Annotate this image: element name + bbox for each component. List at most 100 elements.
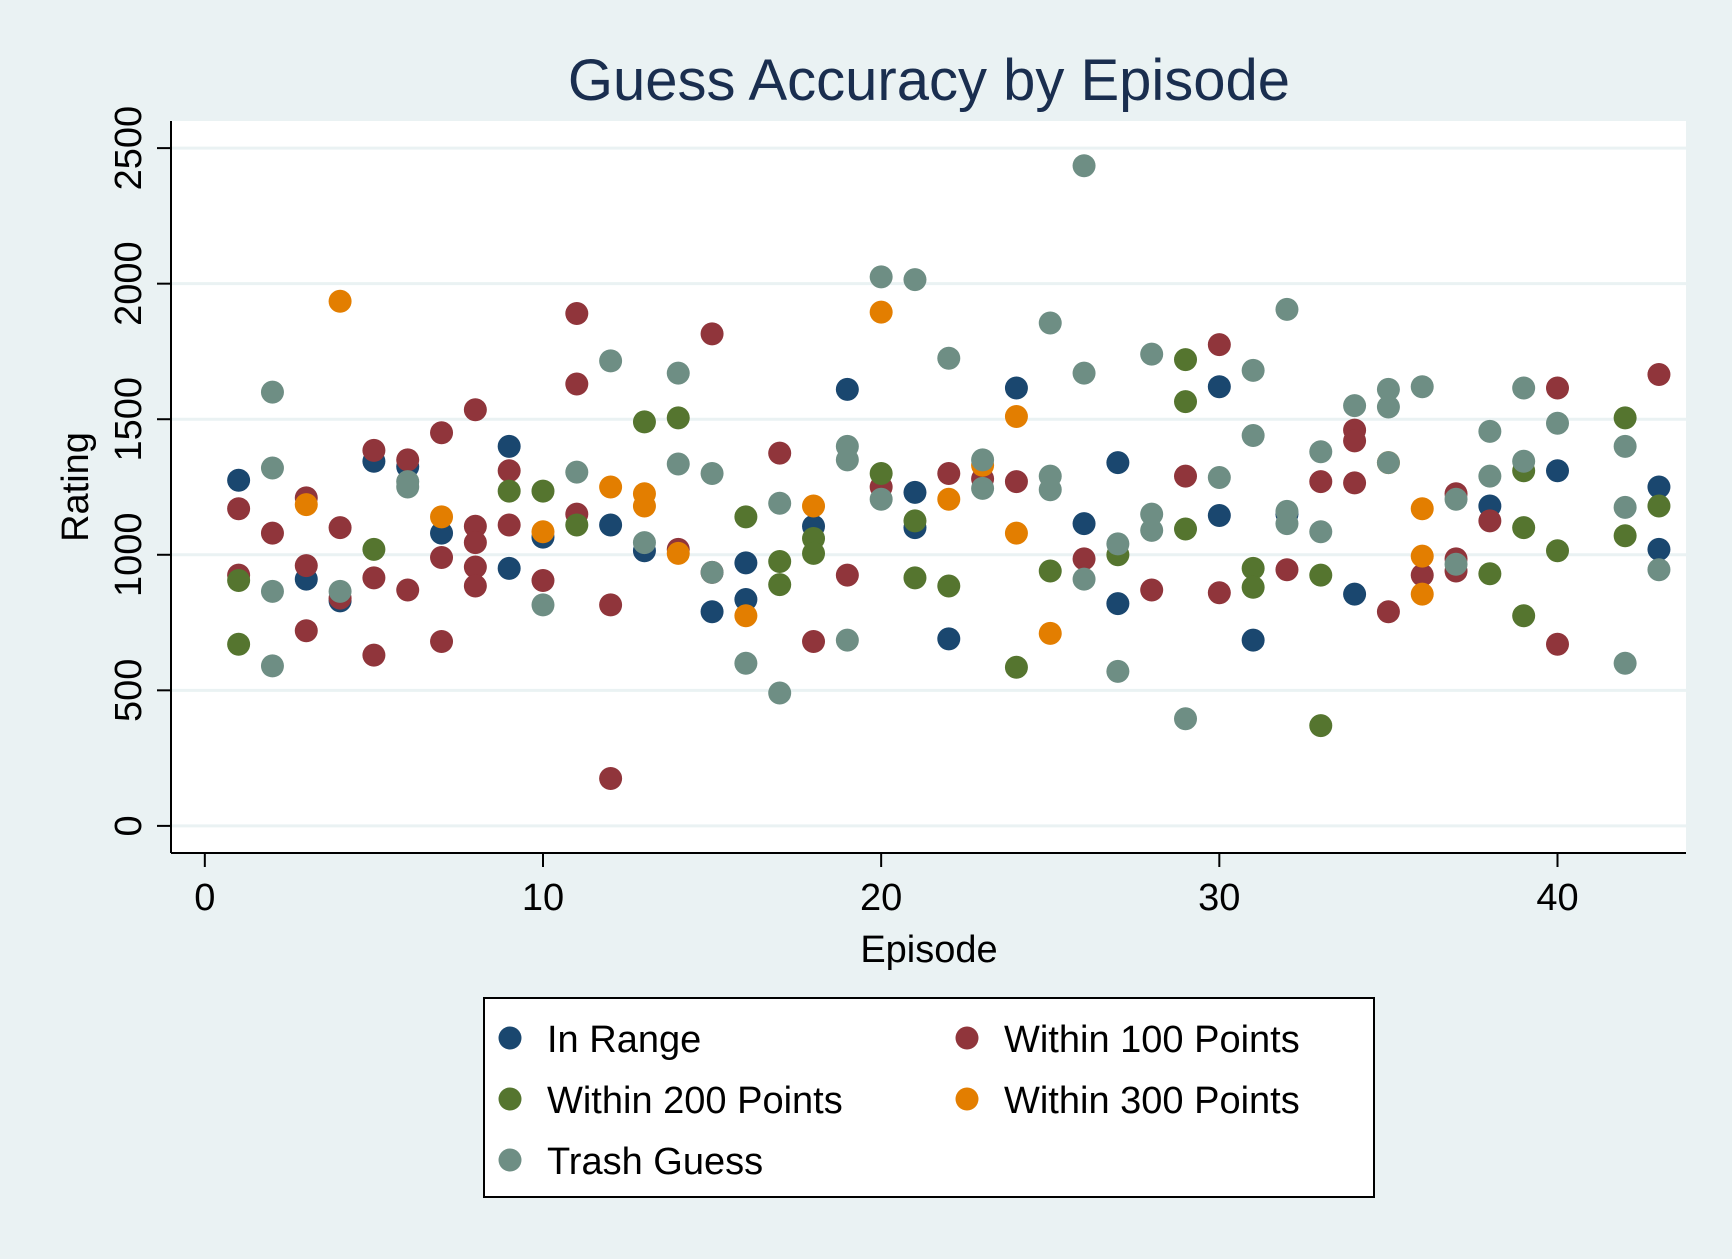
data-point — [1309, 563, 1333, 587]
data-point — [531, 569, 555, 593]
data-point — [1072, 154, 1096, 178]
data-point — [430, 521, 454, 545]
data-point — [430, 630, 454, 654]
series-3 — [294, 289, 1434, 645]
data-point — [632, 410, 656, 434]
data-point — [1545, 539, 1569, 563]
legend: In Range Within 100 Points Within 200 Poin… — [498, 1019, 1300, 1183]
legend-item: Within 200 Points — [498, 1080, 843, 1122]
y-tick-label: 500 — [108, 659, 150, 722]
data-point — [1545, 376, 1569, 400]
data-point — [835, 563, 859, 587]
data-point — [1106, 592, 1130, 616]
data-point — [362, 566, 386, 590]
data-point — [1106, 451, 1130, 475]
data-point — [531, 479, 555, 503]
data-point — [1512, 516, 1536, 540]
data-points — [227, 154, 1671, 790]
data-point — [1241, 575, 1265, 599]
data-point — [1512, 449, 1536, 473]
data-point — [497, 556, 521, 580]
data-point — [1309, 440, 1333, 464]
data-point — [1376, 377, 1400, 401]
data-point — [835, 448, 859, 472]
data-point — [565, 460, 589, 484]
data-point — [294, 619, 318, 643]
data-point — [565, 301, 589, 325]
legend-label: Within 200 Points — [547, 1080, 843, 1122]
data-point — [1038, 621, 1062, 645]
data-point — [1207, 333, 1231, 357]
data-point — [937, 487, 961, 511]
data-point — [294, 493, 318, 517]
data-point — [1072, 512, 1096, 536]
x-tick-label: 20 — [860, 877, 902, 919]
data-point — [734, 551, 758, 575]
data-point — [1478, 562, 1502, 586]
data-point — [362, 537, 386, 561]
data-point — [903, 509, 927, 533]
legend-marker — [955, 1087, 979, 1111]
data-point — [1004, 655, 1028, 679]
y-tick-label: 0 — [108, 815, 150, 836]
data-point — [1174, 390, 1198, 414]
data-point — [430, 505, 454, 529]
data-point — [835, 377, 859, 401]
data-point — [1207, 503, 1231, 527]
data-point — [1376, 600, 1400, 624]
legend-label: Within 300 Points — [1004, 1080, 1300, 1122]
data-point — [903, 566, 927, 590]
data-point — [768, 491, 792, 515]
data-point — [869, 300, 893, 324]
data-point — [1241, 423, 1265, 447]
data-point — [1343, 429, 1367, 453]
data-point — [1038, 478, 1062, 502]
data-point — [463, 514, 487, 538]
data-point — [835, 628, 859, 652]
data-point — [1072, 567, 1096, 591]
legend-marker — [498, 1026, 522, 1050]
data-point — [1275, 558, 1299, 582]
data-point — [802, 630, 826, 654]
data-point — [396, 448, 420, 472]
data-point — [599, 766, 623, 790]
data-point — [260, 521, 284, 545]
data-point — [1444, 487, 1468, 511]
data-point — [1343, 394, 1367, 418]
data-point — [1478, 509, 1502, 533]
data-point — [294, 554, 318, 578]
data-point — [1072, 547, 1096, 571]
data-point — [1376, 395, 1400, 419]
data-point — [700, 560, 724, 584]
data-point — [1647, 494, 1671, 518]
data-point — [463, 398, 487, 422]
data-point — [869, 265, 893, 289]
data-point — [1207, 466, 1231, 490]
data-point — [1613, 524, 1637, 548]
data-point — [1309, 714, 1333, 738]
data-point — [227, 569, 251, 593]
data-point — [1038, 559, 1062, 583]
data-point — [869, 461, 893, 485]
legend-marker — [955, 1026, 979, 1050]
data-point — [666, 452, 690, 476]
data-point — [1478, 419, 1502, 443]
data-point — [1106, 659, 1130, 683]
data-point — [430, 545, 454, 569]
legend-item: Within 300 Points — [955, 1080, 1300, 1122]
data-point — [1647, 475, 1671, 499]
data-point — [903, 268, 927, 292]
data-point — [227, 497, 251, 521]
data-point — [1207, 375, 1231, 399]
data-point — [1140, 342, 1164, 366]
data-point — [1140, 518, 1164, 542]
data-point — [260, 654, 284, 678]
legend-item: In Range — [498, 1019, 701, 1061]
data-point — [1376, 451, 1400, 475]
data-point — [666, 361, 690, 385]
data-point — [1410, 563, 1434, 587]
data-point — [971, 476, 995, 500]
data-point — [869, 487, 893, 511]
data-point — [802, 541, 826, 565]
